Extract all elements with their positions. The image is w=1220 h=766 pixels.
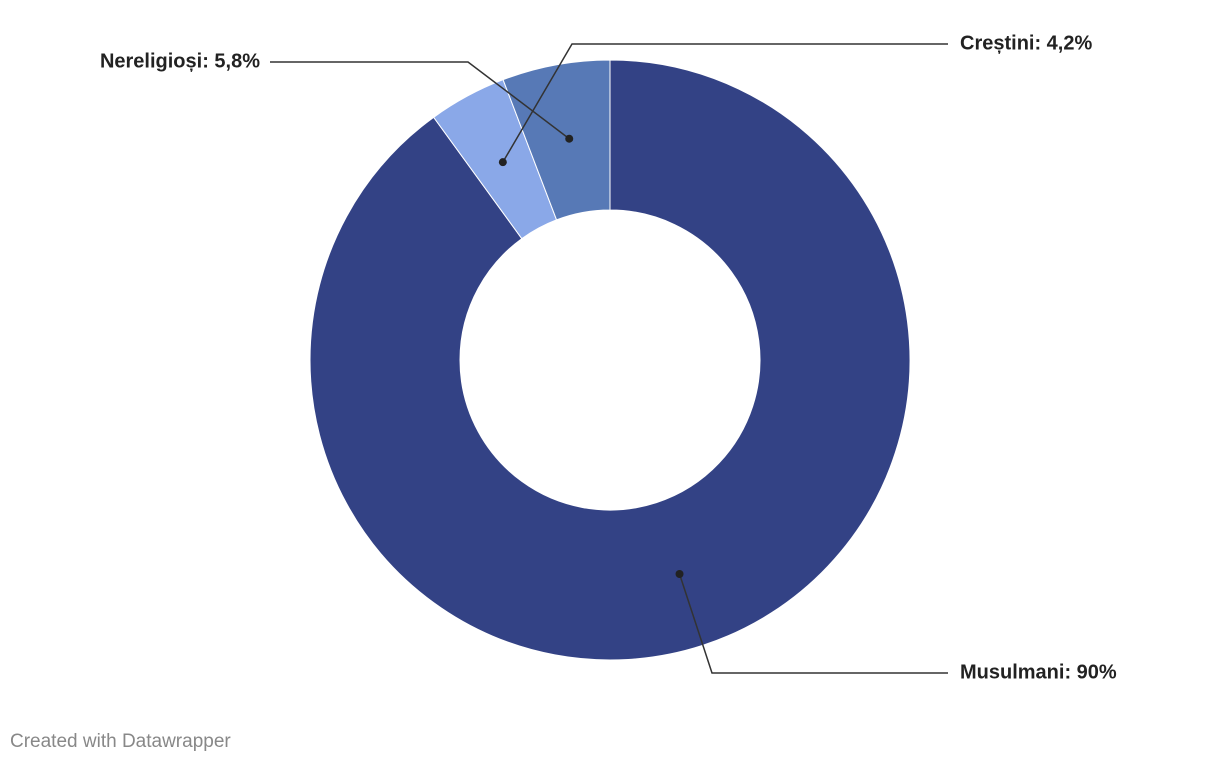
slice-label: Creștini: 4,2% [960, 32, 1092, 54]
leader-line [502, 43, 948, 163]
leader-line [270, 61, 570, 140]
leader-line [678, 573, 948, 674]
leader-dot [675, 569, 684, 578]
credit: Created with Datawrapper [10, 731, 231, 752]
slice-label: Musulmani: 90% [960, 661, 1117, 683]
leader-dot [565, 134, 574, 143]
donut-slice [309, 59, 911, 661]
leader-dot [498, 158, 507, 167]
slice-label: Nereligioși: 5,8% [100, 50, 260, 72]
donut-slice [502, 59, 611, 221]
